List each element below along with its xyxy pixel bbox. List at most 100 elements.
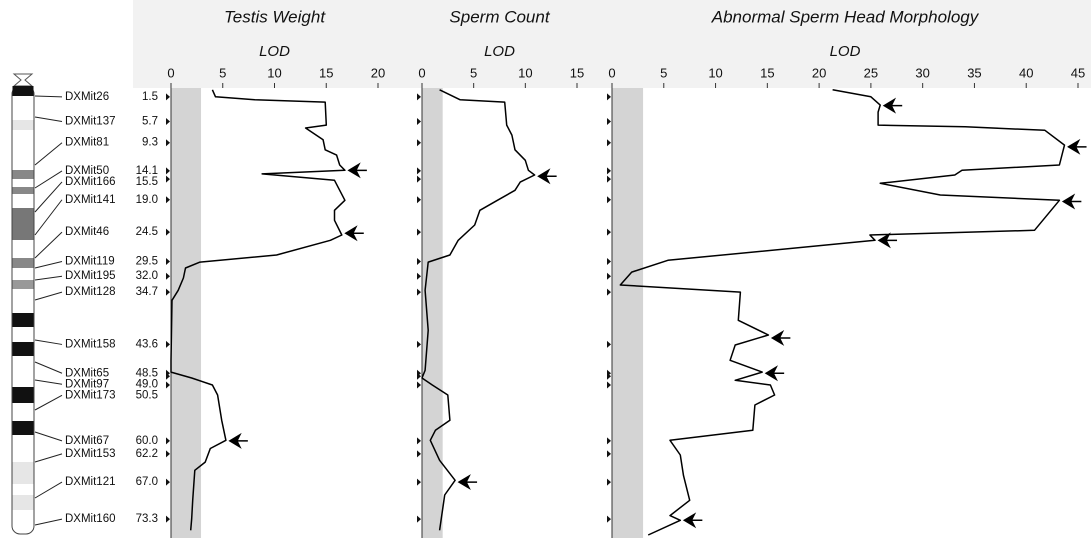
leader-line [35, 143, 62, 165]
band [13, 86, 34, 96]
marker-triangle [417, 289, 421, 296]
leader-line [35, 395, 62, 410]
marker-position: 43.6 [136, 338, 158, 350]
marker-position: 24.5 [136, 226, 158, 238]
marker-position: 34.7 [136, 286, 158, 298]
marker-name: DXMit26 [65, 91, 109, 103]
marker-triangle [417, 93, 421, 100]
marker-name: DXMit67 [65, 435, 109, 447]
marker-triangle [166, 258, 170, 265]
band [13, 187, 34, 194]
peak-arrow [884, 100, 902, 112]
marker-triangle [607, 341, 611, 348]
leader-line [35, 362, 62, 373]
marker-name: DXMit153 [65, 448, 116, 460]
marker-position: 1.5 [142, 91, 158, 103]
band [13, 120, 34, 130]
marker-triangle [607, 196, 611, 203]
leader-line [35, 182, 62, 212]
figure: DXMit261.5DXMit1375.7DXMit819.3DXMit5014… [0, 0, 1091, 538]
leader-line [35, 276, 62, 280]
marker-triangle [607, 93, 611, 100]
peak-arrow [459, 476, 477, 488]
marker-triangle [417, 167, 421, 174]
marker-triangle [417, 437, 421, 444]
peak-arrow [1063, 196, 1081, 208]
marker-triangle [607, 118, 611, 125]
marker-triangle [166, 341, 170, 348]
x-tick-label: 10 [267, 65, 281, 80]
marker-triangle [607, 479, 611, 486]
marker-position: 60.0 [136, 435, 158, 447]
marker-position: 62.2 [136, 448, 158, 460]
chromosome-ideogram [12, 74, 34, 534]
marker-triangle [417, 450, 421, 457]
peak-arrow [1069, 141, 1087, 153]
marker-name: DXMit160 [65, 513, 116, 525]
marker-name: DXMit121 [65, 476, 116, 488]
band [13, 495, 34, 510]
leader-line [35, 454, 62, 462]
lod-curve [620, 90, 1064, 535]
marker-triangle [417, 176, 421, 183]
x-tick-label: 15 [760, 65, 774, 80]
marker-triangle [417, 273, 421, 280]
band [13, 387, 34, 403]
x-tick-label: 0 [167, 65, 174, 80]
marker-position: 73.3 [136, 513, 158, 525]
marker-position: 9.3 [142, 137, 158, 149]
peak-arrow [772, 332, 790, 344]
threshold-band [171, 88, 201, 538]
marker-name: DXMit81 [65, 137, 109, 149]
marker-name: DXMit141 [65, 194, 116, 206]
marker-triangle [166, 176, 170, 183]
marker-triangle [417, 229, 421, 236]
panel-title: Sperm Count [449, 7, 550, 26]
marker-triangle [607, 176, 611, 183]
marker-position: 15.5 [136, 176, 158, 188]
marker-position: 5.7 [142, 116, 158, 128]
marker-triangle [607, 437, 611, 444]
marker-triangle [417, 341, 421, 348]
marker-name: DXMit166 [65, 176, 116, 188]
marker-triangle [166, 273, 170, 280]
marker-position: 29.5 [136, 256, 158, 268]
marker-triangle [417, 382, 421, 389]
x-tick-label: 45 [1071, 65, 1085, 80]
peak-arrow [879, 234, 897, 246]
leader-line [35, 117, 62, 122]
marker-triangle [607, 167, 611, 174]
threshold-band [612, 88, 643, 538]
centromere [14, 74, 32, 86]
marker-name: DXMit119 [65, 256, 115, 268]
marker-triangle [166, 167, 170, 174]
marker-triangle [417, 479, 421, 486]
leader-line [35, 96, 62, 97]
peak-arrow [684, 514, 702, 526]
x-tick-label: 40 [1019, 65, 1033, 80]
marker-triangle [166, 229, 170, 236]
x-tick-label: 0 [608, 65, 615, 80]
band [13, 258, 34, 268]
marker-name: DXMit158 [65, 338, 116, 350]
panel-title: Testis Weight [224, 7, 326, 26]
band [13, 421, 34, 435]
marker-position: 32.0 [136, 270, 158, 282]
x-axis-label: LOD [830, 43, 861, 60]
marker-name: DXMit137 [65, 116, 116, 128]
marker-position: 50.5 [136, 389, 158, 401]
marker-position: 19.0 [136, 194, 158, 206]
marker-triangle [417, 118, 421, 125]
marker-triangle [607, 289, 611, 296]
leader-line [35, 519, 62, 525]
x-tick-label: 5 [470, 65, 477, 80]
x-axis-label: LOD [259, 43, 290, 60]
marker-triangle [166, 139, 170, 146]
marker-triangle [166, 196, 170, 203]
marker-triangle [607, 516, 611, 523]
leader-line [35, 200, 62, 235]
leader-line [35, 171, 62, 188]
x-tick-label: 15 [570, 65, 584, 80]
x-tick-label: 25 [864, 65, 878, 80]
x-axis-label: LOD [484, 43, 515, 60]
